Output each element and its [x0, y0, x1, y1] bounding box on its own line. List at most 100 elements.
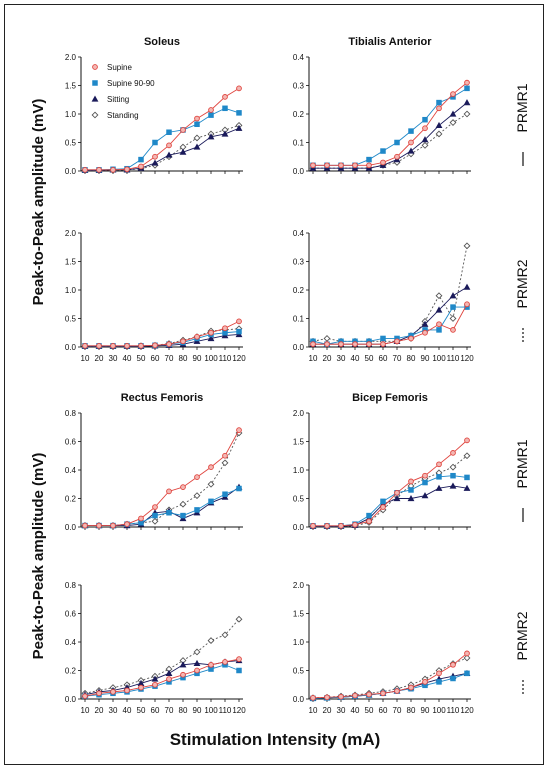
data-point-supine9090 [464, 474, 470, 481]
x-tick-label: 110 [219, 354, 232, 363]
data-point-supine9090 [450, 304, 456, 310]
data-point-standing [221, 631, 229, 639]
x-tick-label: 30 [337, 354, 346, 363]
data-point-sitting [421, 136, 429, 143]
data-point-supine [324, 523, 330, 529]
x-tick-label: 110 [447, 706, 460, 715]
data-point-supine [222, 94, 228, 100]
data-point-standing [463, 110, 471, 118]
x-tick-label: 50 [365, 354, 374, 363]
row-label-text: PRMR1 [514, 439, 530, 488]
data-point-standing [151, 517, 159, 525]
data-point-supine [310, 695, 316, 701]
data-point-sitting [435, 306, 443, 313]
panel-title: Tibialis Anterior [348, 36, 432, 48]
y-tick-label: 0.0 [293, 167, 305, 176]
data-point-supine [110, 689, 116, 695]
row-label-text: PRMR2 [514, 611, 530, 660]
x-tick-label: 30 [337, 706, 346, 715]
data-point-supine [422, 329, 428, 336]
data-point-supine [436, 321, 442, 328]
data-point-sitting [207, 133, 215, 140]
x-tick-label: 10 [309, 354, 318, 363]
series-line-standing [312, 245, 468, 342]
series-line-sitting [312, 672, 468, 699]
y-tick-label: 0.5 [293, 667, 305, 676]
data-point-supine [110, 522, 116, 529]
data-point-standing [193, 648, 201, 656]
data-point-supine [152, 342, 158, 349]
data-point-supine [82, 167, 88, 173]
panel-6: 0.0 0.2 0.4 0.6 0.8 10 20 30 40 50 60 70 80 90 100 110 1… [65, 581, 246, 715]
row-label-1: PRMR2 [514, 259, 530, 342]
x-tick-label: 70 [165, 706, 174, 715]
data-point-supine [222, 452, 228, 459]
row-label-0: PRMR1 [514, 83, 530, 166]
data-point-supine [436, 670, 442, 677]
x-tick-label: 120 [460, 706, 474, 715]
data-point-supine [436, 461, 442, 468]
data-point-supine9090 [138, 156, 144, 163]
data-point-supine [394, 338, 400, 345]
data-point-supine [422, 125, 428, 132]
x-tick-label: 20 [95, 354, 104, 363]
x-tick-label: 20 [95, 706, 104, 715]
data-point-supine [352, 341, 358, 348]
data-point-supine9090 [464, 85, 470, 92]
y-tick-label: 0.0 [65, 695, 77, 704]
x-tick-label: 70 [393, 706, 402, 715]
data-point-standing [449, 463, 457, 471]
data-point-supine9090 [436, 99, 442, 106]
data-point-supine [82, 693, 88, 700]
y-tick-label: 1.5 [65, 82, 77, 91]
data-point-supine [408, 478, 414, 485]
data-point-supine9090 [394, 139, 400, 146]
legend-label: Standing [107, 111, 139, 120]
data-point-supine [310, 162, 316, 169]
data-point-sitting [193, 659, 201, 666]
data-point-supine [464, 79, 470, 86]
data-point-supine [194, 474, 200, 480]
x-tick-label: 120 [460, 354, 474, 363]
data-point-supine [124, 521, 130, 528]
data-point-supine [180, 484, 186, 490]
data-point-supine9090 [380, 148, 386, 154]
data-point-supine9090 [180, 512, 186, 519]
x-tick-label: 90 [421, 706, 430, 715]
data-point-supine [366, 691, 372, 698]
data-point-sitting [407, 147, 415, 154]
data-point-sitting [435, 484, 443, 491]
x-tick-label: 100 [204, 354, 218, 363]
x-axis-label: Stimulation Intensity (mA) [170, 730, 381, 749]
data-point-standing [449, 119, 457, 126]
x-tick-label: 60 [379, 706, 388, 715]
data-point-supine9090 [408, 128, 414, 134]
data-point-standing [179, 500, 187, 508]
data-point-supine [338, 693, 344, 700]
data-point-supine [310, 341, 316, 348]
data-point-sitting [421, 492, 429, 499]
series-line-supine [312, 653, 468, 699]
data-point-supine [464, 437, 470, 444]
series-line-supine [85, 429, 240, 527]
data-point-supine [166, 488, 172, 495]
data-point-supine [422, 472, 428, 479]
data-point-supine9090 [366, 512, 372, 519]
data-point-supine9090 [450, 472, 456, 479]
x-tick-label: 110 [219, 706, 232, 715]
series-line-supine9090 [312, 306, 467, 345]
x-tick-label: 40 [351, 706, 360, 715]
data-point-supine [436, 105, 442, 112]
data-point-supine [450, 450, 456, 456]
y-tick-label: 0.4 [293, 229, 305, 238]
x-tick-label: 100 [432, 354, 446, 363]
row-label-text: PRMR2 [514, 259, 530, 308]
data-point-standing [193, 492, 201, 500]
data-point-sitting [407, 494, 415, 502]
y-axis-label: Peak-to-Peak amplitude (mV) [30, 99, 47, 306]
y-tick-label: 1.5 [293, 438, 305, 447]
data-point-supine [450, 91, 456, 97]
data-point-supine [338, 162, 344, 169]
data-point-supine [110, 343, 116, 349]
series-line-supine9090 [85, 488, 240, 527]
